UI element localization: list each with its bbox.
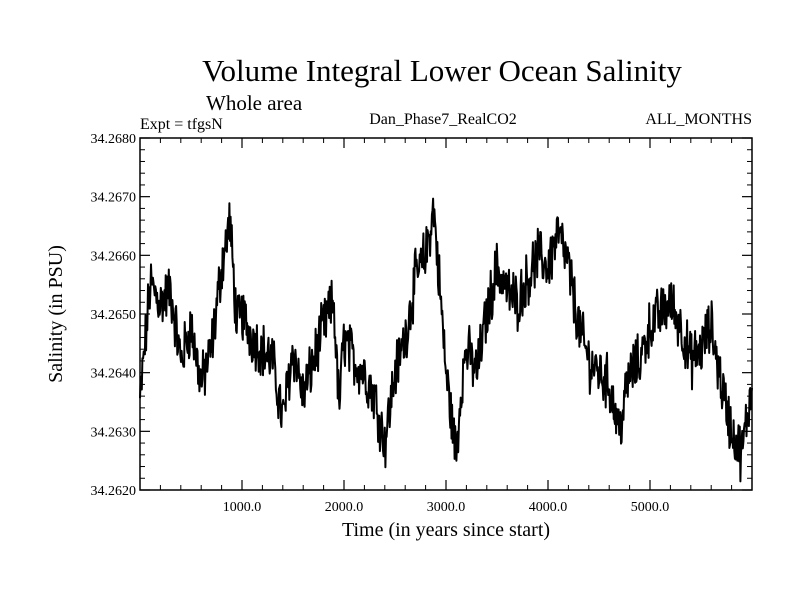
chart-subtitle: Whole area (206, 91, 303, 115)
y-tick-label: 34.2640 (91, 367, 137, 382)
expt-label: Expt = tfgsN (140, 116, 223, 133)
x-axis-label: Time (in years since start) (342, 519, 550, 541)
x-tick-label: 5000.0 (631, 500, 670, 515)
y-axis-label: Salinity (in PSU) (45, 245, 67, 383)
y-tick-label: 34.2630 (91, 425, 137, 440)
run-label: Dan_Phase7_RealCO2 (369, 111, 517, 128)
y-tick-label: 34.2670 (91, 191, 137, 206)
x-tick-label: 1000.0 (223, 500, 262, 515)
x-axis: 1000.0 2000.0 3000.0 4000.0 5000.0 (159, 138, 733, 515)
x-tick-label: 2000.0 (325, 500, 364, 515)
y-tick-label: 34.2620 (91, 484, 137, 499)
y-axis: 34.2620 34.2630 34.2640 34.2650 34.2660 34.26… (91, 132, 752, 499)
y-tick-label: 34.2650 (91, 308, 137, 323)
months-label: ALL_MONTHS (645, 111, 752, 128)
series-line-salinity (139, 197, 753, 483)
y-tick-label: 34.2660 (91, 249, 137, 264)
chart-title: Volume Integral Lower Ocean Salinity (202, 53, 682, 88)
x-tick-label: 4000.0 (529, 500, 568, 515)
x-tick-label: 3000.0 (427, 500, 466, 515)
y-tick-label: 34.2680 (91, 132, 137, 147)
